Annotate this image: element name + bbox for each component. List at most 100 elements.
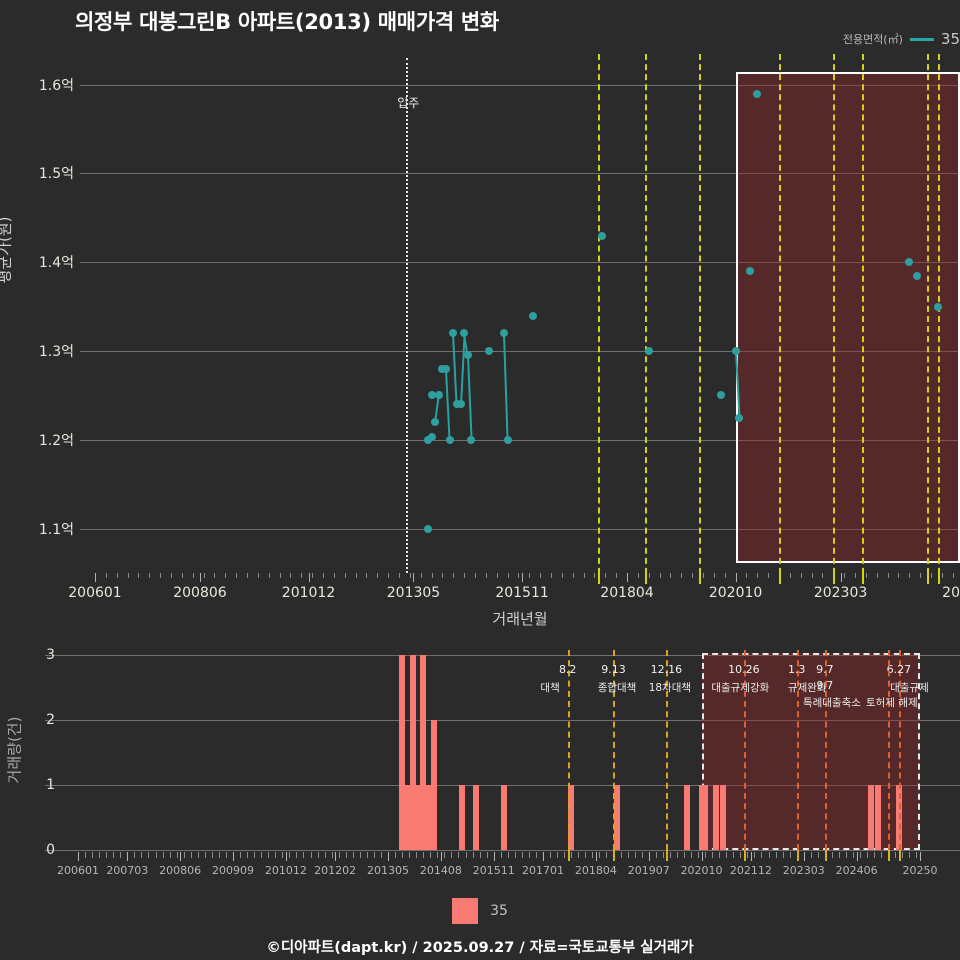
price-x-minor-tick — [540, 573, 542, 578]
price-x-minor-tick — [811, 573, 813, 578]
price-data-point — [731, 347, 740, 356]
volume-x-tick-label: 201511 — [472, 864, 515, 877]
volume-x-minor-tick — [479, 852, 481, 858]
volume-x-minor-tick — [817, 852, 819, 858]
volume-x-minor-tick — [754, 852, 756, 858]
price-x-minor-tick — [529, 573, 531, 578]
price-x-minor-tick — [464, 573, 466, 578]
volume-policy-date: 10.26 — [728, 663, 760, 676]
volume-x-minor-tick — [85, 852, 87, 858]
volume-x-major-tick — [595, 852, 597, 861]
volume-x-minor-tick — [641, 852, 643, 858]
price-data-point — [746, 267, 755, 276]
volume-policy-date: 8.2 — [558, 663, 577, 676]
volume-x-minor-tick — [352, 852, 354, 858]
volume-policy-vline — [743, 650, 746, 850]
price-x-minor-tick — [279, 573, 281, 578]
price-x-minor-tick — [952, 573, 954, 578]
volume-x-minor-tick — [197, 852, 199, 858]
volume-x-minor-tick — [465, 852, 467, 858]
price-x-major-tick — [199, 573, 201, 582]
price-y-tick-label: 1.4억 — [38, 255, 74, 272]
volume-x-tick-label: 201701 — [522, 864, 565, 877]
price-x-tick-label: 200806 — [173, 585, 227, 601]
volume-x-minor-tick — [881, 852, 883, 858]
volume-x-minor-tick — [176, 852, 178, 858]
volume-bar — [427, 785, 434, 850]
price-x-major-tick — [735, 573, 737, 582]
price-x-minor-tick — [594, 573, 596, 578]
volume-x-tick-label: 200703 — [106, 864, 149, 877]
volume-bar — [399, 655, 406, 850]
price-x-minor-tick — [551, 573, 553, 578]
price-data-point — [427, 391, 436, 400]
volume-x-policy-tick — [666, 850, 669, 861]
volume-x-minor-tick — [331, 852, 333, 858]
volume-policy-vline — [888, 650, 891, 850]
volume-x-minor-tick — [846, 852, 848, 858]
price-x-minor-tick — [703, 573, 705, 578]
volume-policy-vline — [796, 650, 799, 850]
page-title: 의정부 대봉그린B 아파트(2013) 매매가격 변화 — [75, 10, 499, 34]
volume-x-minor-tick — [134, 852, 136, 858]
volume-x-minor-tick — [148, 852, 150, 858]
volume-x-axis: 200601 200703 200806 200909 201012 201202 2013… — [45, 850, 960, 882]
price-data-point — [528, 311, 537, 320]
volume-policy-label: 규제완화 — [787, 682, 827, 694]
volume-x-minor-tick — [458, 852, 460, 858]
volume-bar — [698, 785, 705, 850]
price-data-point — [934, 302, 943, 311]
volume-x-major-tick — [335, 852, 337, 861]
volume-x-minor-tick — [395, 852, 397, 858]
price-x-minor-tick — [453, 573, 455, 578]
volume-policy-date: 9.13 — [601, 663, 626, 676]
price-x-minor-tick — [366, 573, 368, 578]
price-data-point — [597, 231, 606, 240]
volume-x-minor-tick — [120, 852, 122, 858]
volume-x-minor-tick — [535, 852, 537, 858]
volume-x-tick-label: 200601 — [57, 864, 99, 877]
price-policy-vline — [862, 54, 865, 584]
price-x-major-tick — [95, 573, 96, 582]
volume-policy-date: 12.16 — [650, 663, 683, 676]
price-x-minor-tick — [561, 573, 563, 578]
volume-x-minor-tick — [895, 852, 897, 858]
price-x-minor-tick — [149, 573, 151, 578]
price-data-point — [912, 271, 921, 280]
volume-x-minor-tick — [782, 852, 784, 858]
price-x-minor-tick — [713, 573, 715, 578]
legend-top-label: 전용면적(㎡) — [842, 33, 903, 46]
volume-policy-vline — [824, 650, 827, 850]
volume-x-major-tick — [543, 852, 545, 861]
volume-x-minor-tick — [282, 852, 284, 858]
price-data-point — [431, 418, 440, 427]
volume-x-tick-label: 200806 — [159, 864, 202, 877]
volume-x-major-tick — [648, 852, 650, 861]
volume-x-minor-tick — [599, 852, 601, 858]
price-y-tick-label: 1.6억 — [38, 77, 74, 94]
volume-x-policy-tick — [796, 850, 799, 861]
price-x-minor-tick — [692, 573, 694, 578]
volume-x-minor-tick — [550, 852, 552, 858]
volume-x-minor-tick — [592, 852, 594, 858]
volume-x-minor-tick — [726, 852, 728, 858]
volume-x-tick-label: 202303 — [782, 864, 825, 877]
volume-gridline — [45, 655, 960, 656]
volume-x-minor-tick — [874, 852, 876, 858]
price-x-policy-tick — [699, 571, 702, 582]
price-x-minor-tick — [225, 573, 227, 578]
price-line-segment — [452, 334, 458, 406]
price-y-tick-label: 1.1억 — [38, 521, 74, 538]
volume-x-minor-tick — [655, 852, 657, 858]
volume-x-minor-tick — [240, 852, 242, 858]
volume-x-minor-tick — [662, 852, 664, 858]
volume-gridline — [45, 720, 960, 721]
price-x-minor-tick — [887, 573, 889, 578]
volume-x-minor-tick — [92, 852, 94, 858]
price-data-point — [753, 89, 762, 98]
volume-policy-vline — [898, 650, 901, 850]
legend-top-value: 35 — [940, 30, 960, 48]
price-x-policy-tick — [598, 571, 601, 582]
price-data-point — [735, 413, 744, 422]
